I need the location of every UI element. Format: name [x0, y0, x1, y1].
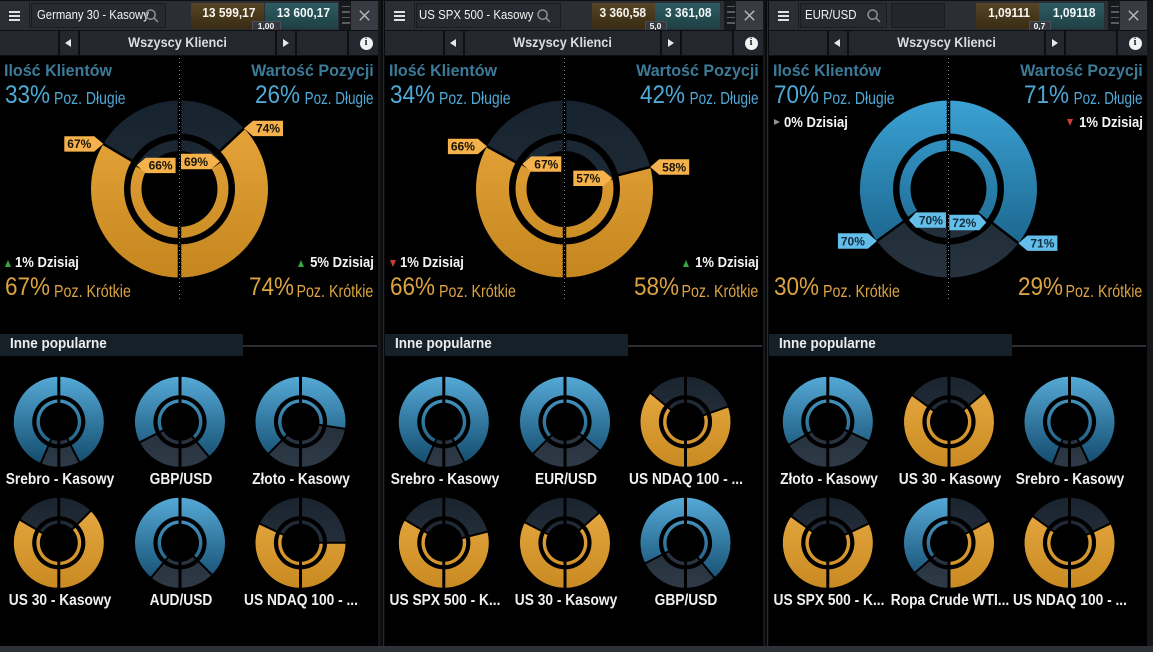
svg-text:67%: 67%	[534, 157, 558, 171]
svg-text:57%: 57%	[576, 172, 600, 186]
svg-text:70%: 70%	[841, 234, 865, 248]
svg-text:67%: 67%	[67, 137, 91, 151]
svg-text:58%: 58%	[662, 160, 686, 174]
svg-text:66%: 66%	[451, 140, 475, 154]
svg-text:66%: 66%	[149, 159, 173, 173]
svg-text:74%: 74%	[256, 122, 280, 136]
svg-text:71%: 71%	[1030, 237, 1054, 251]
svg-text:69%: 69%	[184, 155, 208, 169]
svg-text:72%: 72%	[952, 216, 976, 230]
svg-text:70%: 70%	[919, 213, 943, 227]
